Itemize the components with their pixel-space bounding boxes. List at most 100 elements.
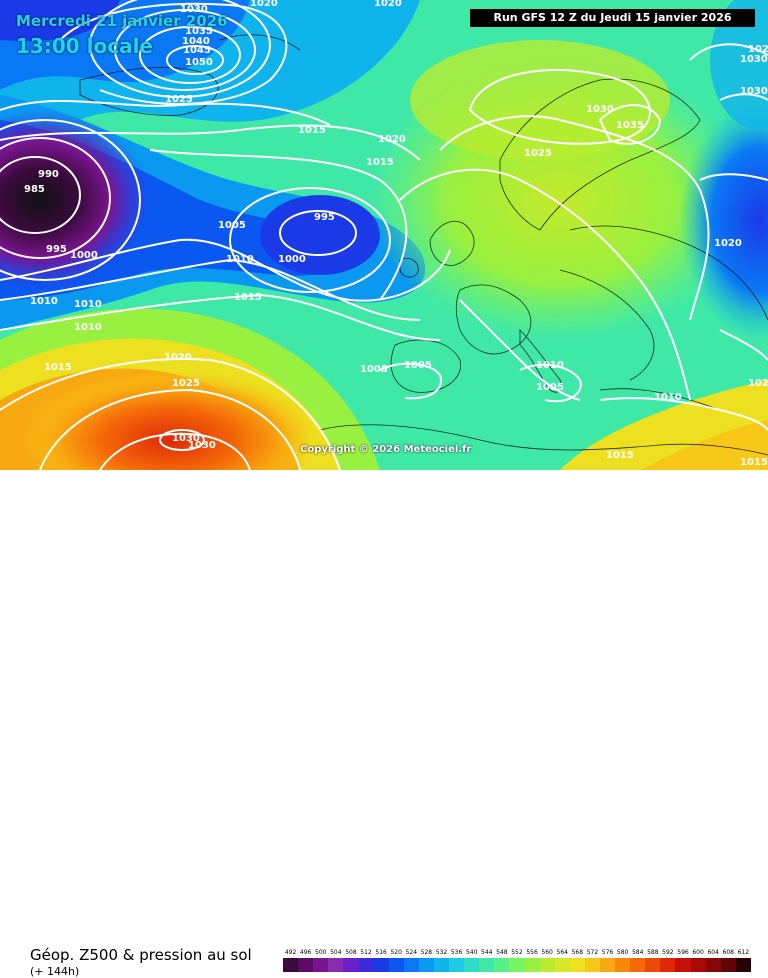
scale-value: 612	[737, 949, 750, 956]
isobar-label: 1005	[218, 220, 246, 231]
coastlines	[79, 34, 768, 456]
scale-swatch	[645, 958, 661, 972]
isobar-1015-se	[599, 397, 768, 431]
isobar-1025-e	[439, 115, 710, 321]
scale-swatch	[630, 958, 646, 972]
isobar-label: 1020	[164, 352, 192, 363]
isobar-label: 1035	[616, 120, 644, 131]
scale-swatch	[373, 958, 389, 972]
scale-swatch	[418, 958, 434, 972]
isobar-label: 1015	[44, 362, 72, 373]
isobar-label: 1010	[536, 360, 564, 371]
scale-swatch	[433, 958, 450, 972]
scale-swatch	[464, 958, 480, 972]
isobar-1025-n	[0, 99, 331, 126]
isobar-label: 1025	[748, 378, 768, 389]
isobar-label: 1015	[234, 292, 262, 303]
scale-swatch	[690, 958, 706, 972]
isobar-label: 1005	[404, 360, 432, 371]
isobar-1020-e	[399, 168, 691, 401]
isobar-995	[0, 119, 141, 281]
scale-swatch	[584, 958, 600, 972]
scale-value: 556	[526, 949, 538, 956]
scale-value: 572	[586, 949, 599, 956]
scale-value: 548	[496, 949, 508, 956]
isobar-label: 1015	[366, 157, 394, 168]
legend-subtitle: (+ 144h)	[30, 965, 80, 978]
isobar-label: 1000	[70, 250, 98, 261]
scale-swatch	[705, 958, 721, 972]
scale-value: 592	[662, 949, 674, 956]
isobar-label: 1040	[182, 36, 210, 47]
scale-value: 516	[375, 949, 387, 956]
scale-swatch	[554, 958, 570, 972]
isobar-1010	[0, 258, 421, 321]
color-scale-labels: 492 496 500 504 508 512 516 520 524 528 532 536 540 5…	[283, 949, 751, 956]
isobar-1005-med	[519, 363, 582, 403]
isobar-label: 1010	[226, 254, 254, 265]
isobar-990	[0, 137, 111, 259]
scale-swatch	[298, 958, 314, 972]
isobar-1035	[89, 0, 271, 98]
isobar-1050	[166, 45, 224, 75]
run-info-label: Run GFS 12 Z du Jeudi 15 janvier 2026	[470, 9, 755, 27]
scale-swatch	[675, 958, 691, 972]
scale-value: 596	[677, 949, 689, 956]
scale-swatch	[539, 958, 555, 972]
isobar-1030-far-e	[719, 93, 768, 101]
scale-value: 600	[692, 949, 704, 956]
isobar-label: 995	[46, 244, 67, 255]
isobar-1000-low	[229, 187, 391, 293]
scale-swatch	[569, 958, 585, 972]
isobar-995-low	[279, 210, 357, 256]
color-scale: 492 496 500 504 508 512 516 520 524 528 532 536 540 5…	[283, 949, 751, 972]
isobar-1005-iberia	[379, 362, 442, 400]
scale-value: 584	[631, 949, 644, 956]
copyright-label: Copyright © 2026 Meteociel.fr	[300, 444, 472, 455]
isobar-1030-far-ne	[689, 43, 768, 61]
isobar-1020-far-e	[699, 173, 768, 181]
isobar-label: 1015	[740, 457, 768, 468]
scale-swatch	[283, 958, 299, 972]
scale-value: 540	[465, 949, 478, 956]
isobar-label: 1025	[524, 148, 552, 159]
scale-value: 500	[315, 949, 327, 956]
scale-value: 568	[571, 949, 584, 956]
legend-title: Géop. Z500 & pression au sol	[30, 946, 252, 964]
isobar-label: 1025	[165, 94, 193, 105]
scale-swatch	[615, 958, 631, 972]
isobar-label: 1015	[606, 450, 634, 461]
isobar-label: 1020	[250, 0, 278, 9]
scale-value: 496	[299, 949, 312, 956]
isobar-1005	[0, 238, 451, 302]
scale-value: 528	[420, 949, 433, 956]
valid-date-label: Mercredi 21 janvier 2026	[16, 12, 228, 30]
scale-value: 532	[435, 949, 448, 956]
scale-value: 504	[330, 949, 342, 956]
isobar-label: 1020	[748, 44, 768, 55]
scale-swatch	[494, 958, 510, 972]
scale-value: 560	[541, 949, 553, 956]
scale-swatch	[388, 958, 404, 972]
isobar-985	[0, 156, 81, 234]
scale-swatch	[524, 958, 540, 972]
color-scale-bar	[283, 958, 751, 972]
scale-swatch	[660, 958, 676, 972]
isobar-label: 1030	[740, 86, 768, 97]
deep-low	[0, 110, 150, 290]
isobar-label: 1010	[74, 322, 102, 333]
scale-value: 580	[616, 949, 629, 956]
isobar-label: 1030	[586, 104, 614, 115]
isobar-1010-med	[459, 299, 581, 401]
isobar-label: 1010	[74, 299, 102, 310]
scale-swatch	[509, 958, 525, 972]
isobar-label: 1010	[654, 392, 682, 403]
legend-footer: Géop. Z500 & pression au sol (+ 144h) 49…	[0, 470, 768, 978]
isobar-label: 1030	[180, 4, 208, 15]
isobar-label: 1050	[185, 57, 213, 68]
isobar-1020-s	[0, 358, 341, 470]
scale-swatch	[599, 958, 616, 972]
scale-value: 564	[556, 949, 568, 956]
scale-swatch	[358, 958, 374, 972]
